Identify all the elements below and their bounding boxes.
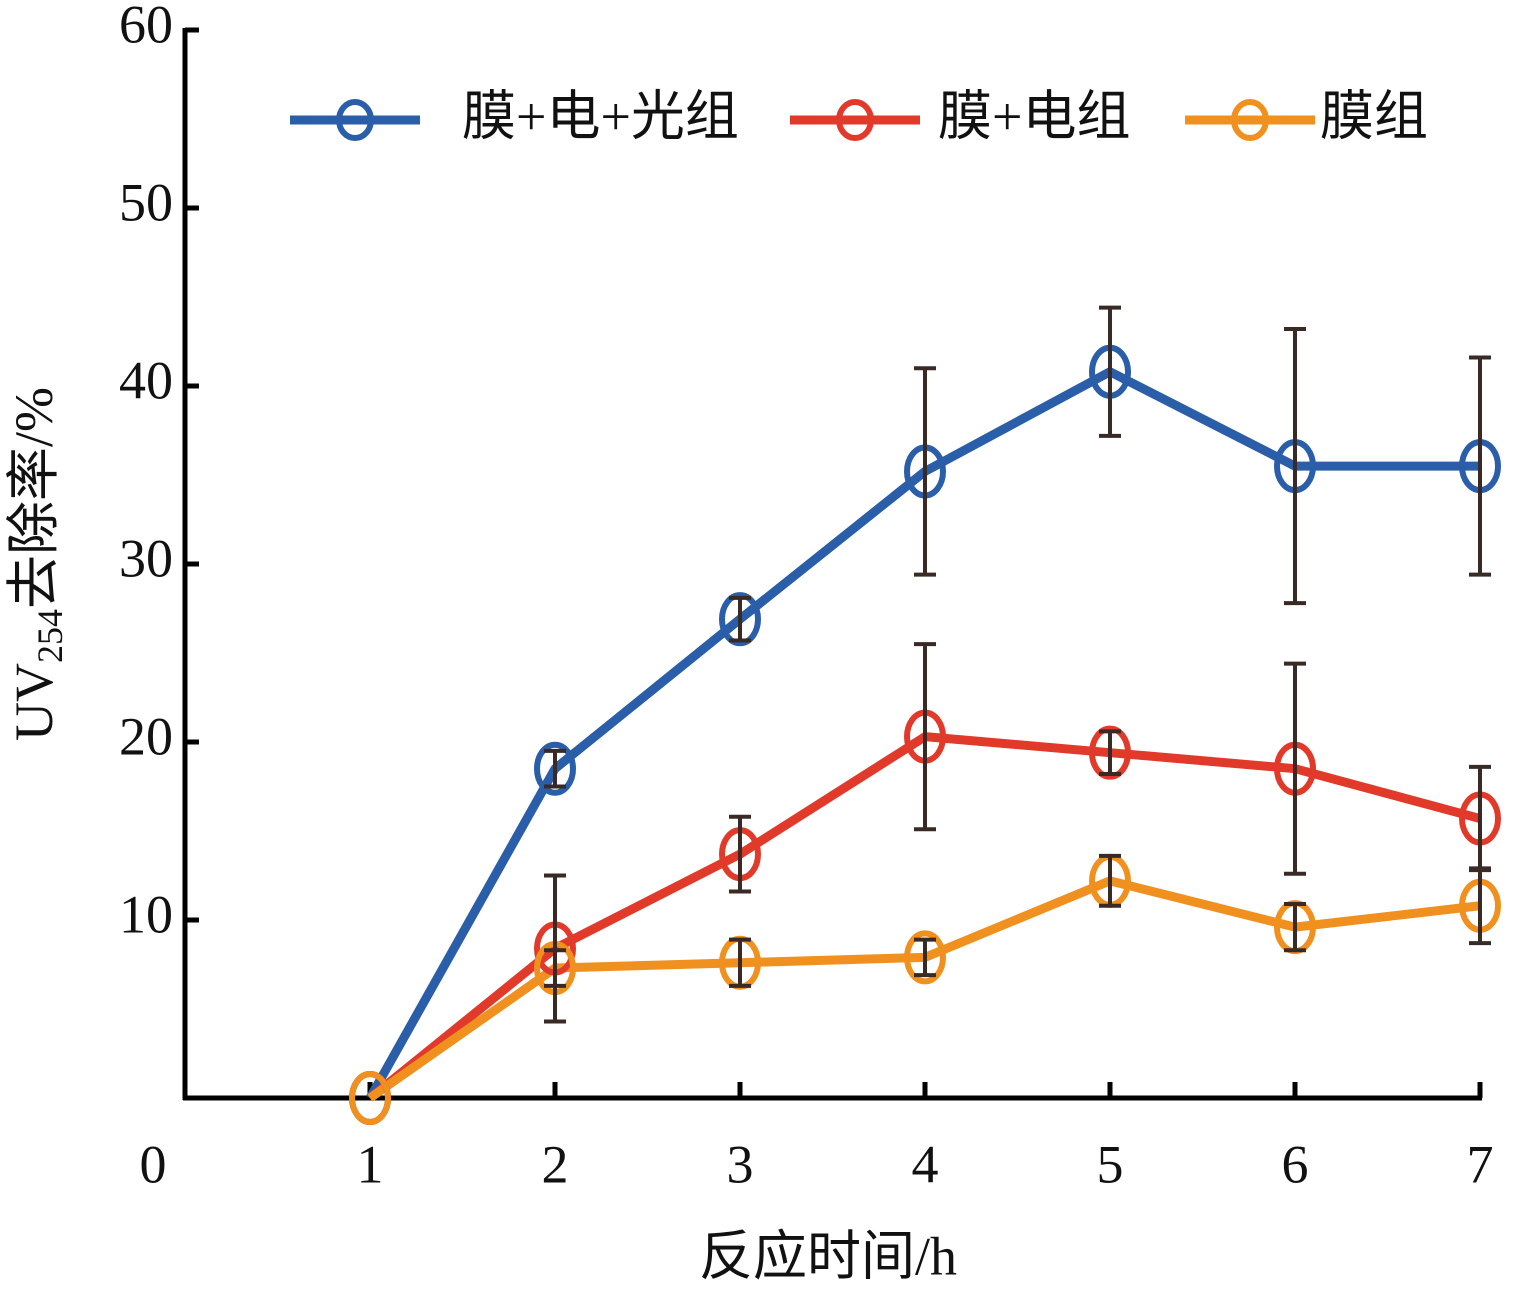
marker — [534, 741, 576, 796]
legend-label: 膜组 — [1320, 86, 1428, 146]
x-axis-label: 反应时间/h — [699, 1226, 957, 1286]
y-tick-label: 20 — [119, 706, 173, 766]
y-label-rest: 去除率/% — [4, 387, 64, 609]
marker — [349, 1071, 391, 1125]
x-tick-label: 5 — [1097, 1134, 1124, 1194]
error-bar — [1099, 853, 1121, 908]
y-tick-label: 60 — [119, 0, 173, 54]
error-bar — [914, 642, 936, 832]
error-bar — [1099, 305, 1121, 438]
y-tick-label: 30 — [119, 528, 173, 588]
legend-label: 膜+电+光组 — [462, 86, 739, 146]
y-tick-label: 50 — [119, 172, 173, 232]
y-label-main: UV — [4, 663, 64, 741]
error-bar — [914, 937, 936, 978]
x-tick-label: 0 — [140, 1134, 167, 1194]
legend-marker — [336, 99, 374, 141]
error-bar — [1099, 729, 1121, 777]
y-label-sub: 254 — [30, 609, 70, 663]
legend-label: 膜+电组 — [938, 86, 1130, 146]
legend-marker — [1231, 99, 1269, 141]
error-bar — [729, 937, 751, 988]
error-bar — [1469, 866, 1491, 946]
error-bar — [1284, 901, 1306, 953]
error-bar — [729, 595, 751, 643]
x-tick-label: 3 — [727, 1134, 754, 1194]
error-bar — [1284, 661, 1306, 876]
x-tick-label: 6 — [1282, 1134, 1309, 1194]
error-bar — [914, 366, 936, 577]
y-axis-label: UV254去除率/% — [4, 387, 70, 741]
marker — [1089, 725, 1131, 780]
x-tick-label: 1 — [357, 1134, 384, 1194]
error-bar — [544, 748, 566, 789]
x-tick-label: 2 — [542, 1134, 569, 1194]
error-bar — [729, 814, 751, 894]
marker — [904, 930, 946, 985]
legend-marker — [836, 99, 874, 141]
y-tick-label: 10 — [119, 884, 173, 944]
x-tick-label: 4 — [912, 1134, 939, 1194]
y-tick-label: 40 — [119, 350, 173, 410]
x-tick-label: 7 — [1467, 1134, 1494, 1194]
series-line — [367, 876, 1481, 1102]
marker — [719, 592, 761, 647]
error-bar — [1469, 355, 1491, 577]
error-bar — [1284, 327, 1306, 606]
error-bar — [544, 948, 566, 988]
